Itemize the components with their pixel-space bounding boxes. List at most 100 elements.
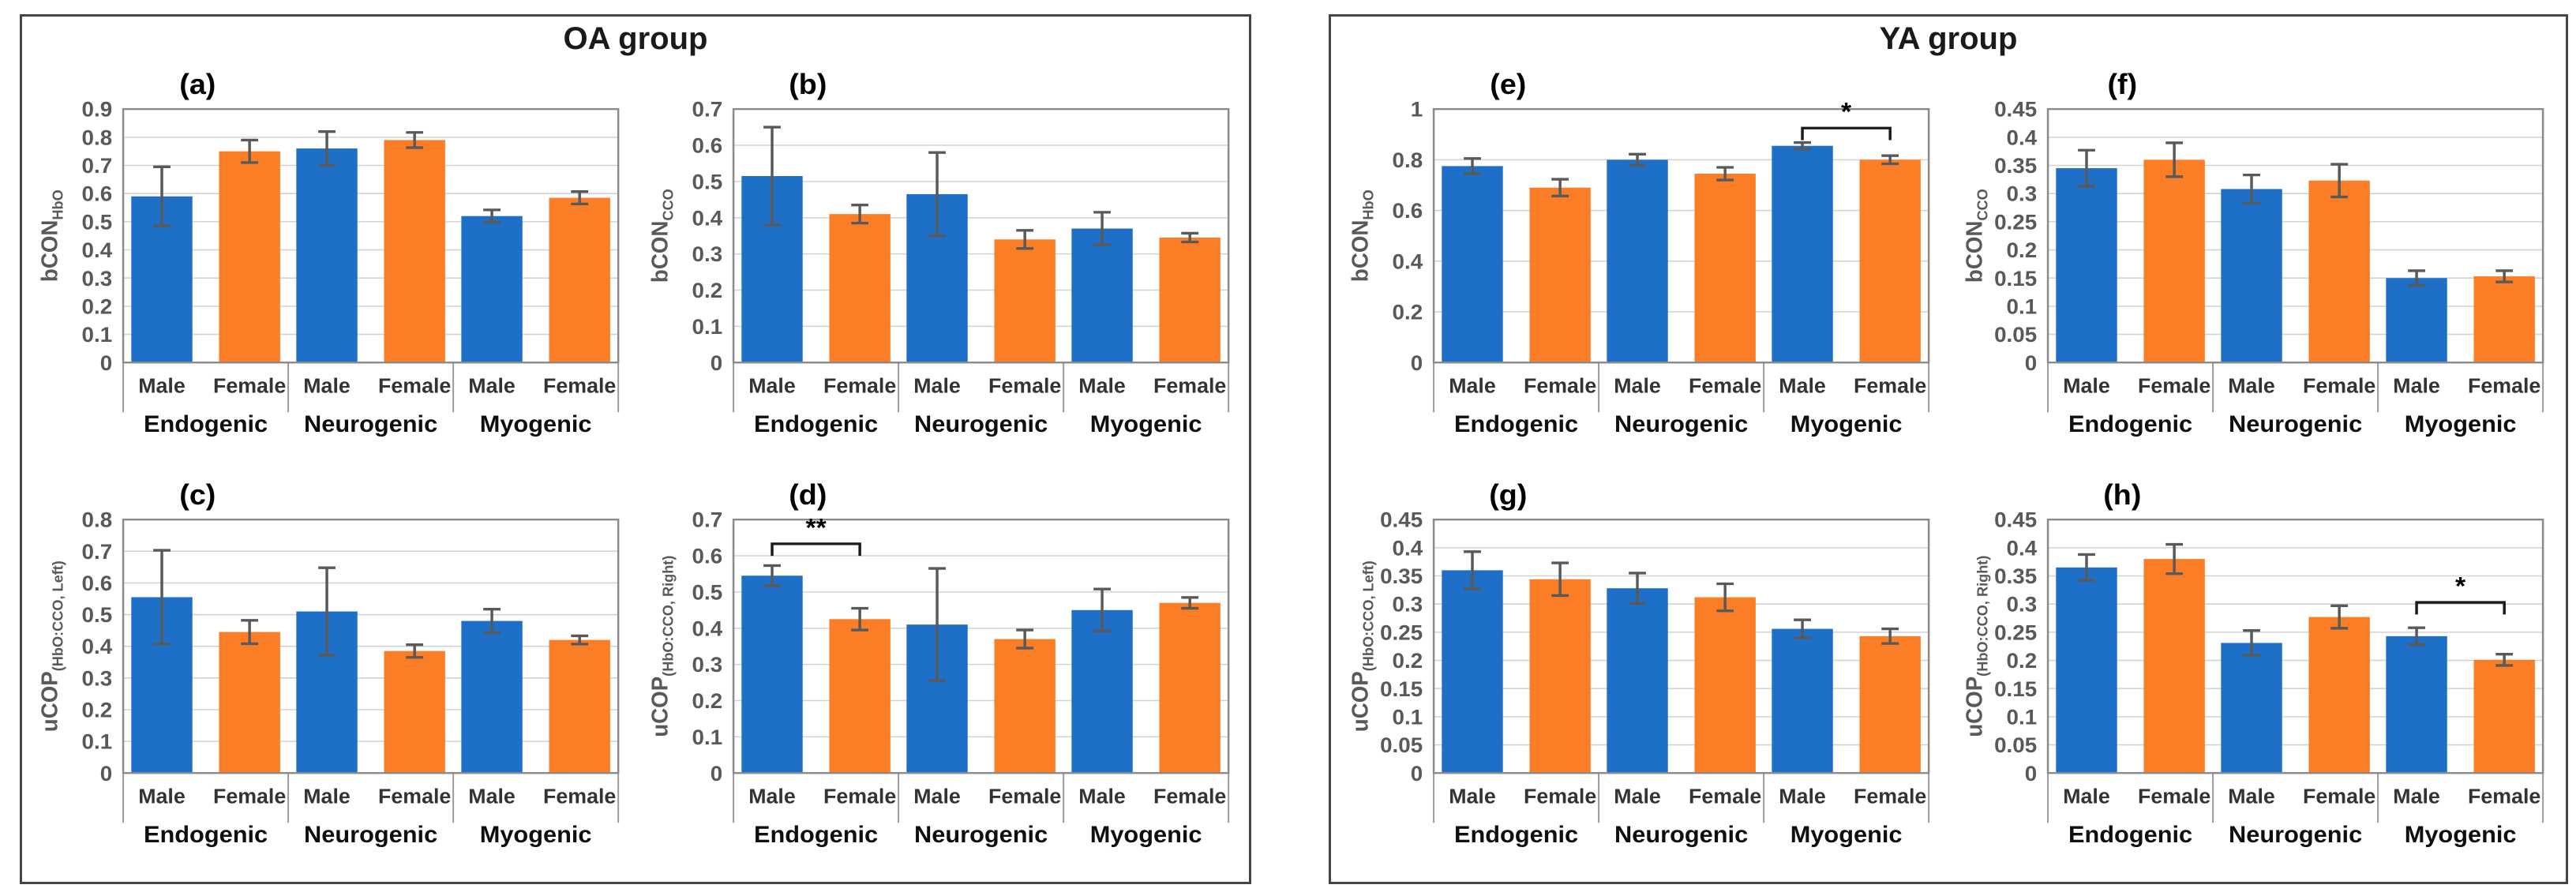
svg-text:Myogenic: Myogenic <box>1089 823 1202 848</box>
svg-text:Neurogenic: Neurogenic <box>914 412 1048 437</box>
svg-text:0: 0 <box>1411 761 1423 785</box>
svg-text:0.7: 0.7 <box>81 154 112 178</box>
svg-text:0.7: 0.7 <box>692 97 722 121</box>
svg-text:0.1: 0.1 <box>81 323 112 347</box>
svg-text:0.3: 0.3 <box>692 242 722 266</box>
svg-text:Neurogenic: Neurogenic <box>2229 823 2362 848</box>
svg-text:Myogenic: Myogenic <box>1089 412 1202 437</box>
svg-text:0.4: 0.4 <box>1393 536 1423 560</box>
svg-text:bCONCCO: bCONCCO <box>1961 189 1991 283</box>
svg-text:uCOP(HbO:CCO, Right): uCOP(HbO:CCO, Right) <box>1961 556 1991 737</box>
chart-panel-g: 0 0.05 0.1 0.15 0.2 0.25 0.3 0.35 0.4 0.45 Endogen… <box>1334 470 1948 880</box>
svg-text:Neurogenic: Neurogenic <box>304 412 437 437</box>
svg-text:Male: Male <box>748 374 796 397</box>
svg-text:Male: Male <box>2393 785 2440 808</box>
svg-text:0.8: 0.8 <box>81 508 112 531</box>
svg-text:Male: Male <box>2393 374 2440 397</box>
svg-text:Female: Female <box>378 374 451 397</box>
svg-text:Male: Male <box>2228 785 2275 808</box>
svg-text:Male: Male <box>1614 374 1661 397</box>
svg-text:Female: Female <box>1524 374 1596 397</box>
svg-text:0.2: 0.2 <box>81 698 112 722</box>
svg-text:0.4: 0.4 <box>81 635 112 658</box>
svg-text:0.6: 0.6 <box>81 182 112 205</box>
svg-text:0.05: 0.05 <box>1994 733 2037 757</box>
svg-text:Male: Male <box>1779 374 1826 397</box>
svg-text:Neurogenic: Neurogenic <box>1614 823 1748 848</box>
svg-text:Male: Male <box>913 374 961 397</box>
svg-text:0.4: 0.4 <box>692 206 722 230</box>
svg-text:Male: Male <box>1779 785 1826 808</box>
svg-text:Female: Female <box>543 785 616 808</box>
svg-text:0.3: 0.3 <box>81 666 112 690</box>
svg-text:Male: Male <box>303 785 351 808</box>
svg-text:Male: Male <box>2228 374 2275 397</box>
svg-text:0.1: 0.1 <box>692 314 722 338</box>
svg-text:0.5: 0.5 <box>692 170 722 193</box>
svg-text:0.9: 0.9 <box>81 97 112 121</box>
svg-text:*: * <box>2455 572 2465 601</box>
svg-text:0.4: 0.4 <box>1393 249 1423 273</box>
svg-text:0.5: 0.5 <box>81 603 112 627</box>
svg-text:0: 0 <box>2025 761 2037 785</box>
svg-text:**: ** <box>805 514 826 542</box>
chart-panel-e: 0 0.2 0.4 0.6 0.8 1 Endogenic Male Female Neuroge… <box>1334 59 1948 470</box>
svg-text:Female: Female <box>1689 374 1761 397</box>
svg-text:0.5: 0.5 <box>81 210 112 234</box>
chart-panel-b: 0 0.1 0.2 0.3 0.4 0.5 0.6 0.7 Endogenic Male Femal… <box>636 59 1246 470</box>
svg-text:bCONHbO: bCONHbO <box>1347 189 1377 282</box>
svg-text:Female: Female <box>1689 785 1761 808</box>
svg-text:Male: Male <box>303 374 351 397</box>
svg-text:Female: Female <box>988 374 1061 397</box>
svg-text:Myogenic: Myogenic <box>1790 412 1903 437</box>
svg-text:Male: Male <box>138 785 186 808</box>
svg-text:0.6: 0.6 <box>1393 199 1423 223</box>
svg-text:bCONHbO: bCONHbO <box>36 189 66 282</box>
svg-text:0.6: 0.6 <box>81 571 112 594</box>
chart-svg-e: 0 0.2 0.4 0.6 0.8 1 Endogenic Male Female Neuroge… <box>1347 68 1930 437</box>
chart-svg-g: 0 0.05 0.1 0.15 0.2 0.25 0.3 0.35 0.4 0.45 Endogen… <box>1347 478 1930 848</box>
svg-text:Female: Female <box>823 785 896 808</box>
svg-text:Female: Female <box>1153 785 1226 808</box>
svg-text:0.4: 0.4 <box>81 238 112 262</box>
svg-text:0.2: 0.2 <box>692 689 722 713</box>
oa-group-panel: OA group 0 0.1 0.2 0.3 0.4 0.5 0.6 0.7 0.8 0.9 End… <box>20 14 1251 884</box>
svg-text:0.45: 0.45 <box>1994 97 2037 121</box>
svg-text:0.25: 0.25 <box>1380 620 1423 644</box>
svg-text:Female: Female <box>2303 785 2375 808</box>
svg-text:0.1: 0.1 <box>2007 294 2038 318</box>
svg-text:Male: Male <box>1449 374 1496 397</box>
chart-svg-h: 0 0.05 0.1 0.15 0.2 0.25 0.3 0.35 0.4 0.45 Endogen… <box>1961 478 2544 848</box>
chart-svg-b: 0 0.1 0.2 0.3 0.4 0.5 0.6 0.7 Endogenic Male Femal… <box>647 68 1229 437</box>
svg-text:Male: Male <box>2063 785 2110 808</box>
svg-text:0.7: 0.7 <box>692 508 722 531</box>
svg-text:0: 0 <box>2025 351 2037 374</box>
svg-text:0.4: 0.4 <box>2007 536 2038 560</box>
svg-text:0.7: 0.7 <box>81 539 112 563</box>
svg-text:0: 0 <box>99 761 111 785</box>
svg-text:(d): (d) <box>789 478 827 511</box>
svg-text:Endogenic: Endogenic <box>1454 412 1578 437</box>
svg-text:bCONCCO: bCONCCO <box>647 189 677 283</box>
ya-group-panel: YA group 0 0.2 0.4 0.6 0.8 1 Endogenic Male Fema… <box>1329 14 2568 884</box>
svg-text:Myogenic: Myogenic <box>1790 823 1903 848</box>
svg-text:0.45: 0.45 <box>1380 508 1423 531</box>
chart-svg-d: 0 0.1 0.2 0.3 0.4 0.5 0.6 0.7 Endogenic Male Femal… <box>647 478 1229 848</box>
svg-text:Male: Male <box>1078 374 1126 397</box>
svg-text:Female: Female <box>2138 785 2210 808</box>
chart-panel-h: 0 0.05 0.1 0.15 0.2 0.25 0.3 0.35 0.4 0.45 Endogen… <box>1948 470 2563 880</box>
svg-text:Male: Male <box>1078 785 1126 808</box>
svg-text:0.35: 0.35 <box>1380 564 1423 588</box>
oa-charts-grid: 0 0.1 0.2 0.3 0.4 0.5 0.6 0.7 0.8 0.9 Endogenic Mal… <box>25 59 1246 880</box>
svg-text:0: 0 <box>1411 351 1423 374</box>
svg-text:0.4: 0.4 <box>692 617 722 640</box>
svg-text:Neurogenic: Neurogenic <box>914 823 1048 848</box>
svg-text:Female: Female <box>1854 374 1926 397</box>
svg-text:0.8: 0.8 <box>1393 148 1423 171</box>
svg-text:(a): (a) <box>179 68 216 100</box>
svg-text:Male: Male <box>2063 374 2110 397</box>
svg-text:(c): (c) <box>179 478 216 511</box>
svg-text:0.1: 0.1 <box>692 725 722 748</box>
svg-text:0.6: 0.6 <box>692 133 722 157</box>
chart-panel-f: 0 0.05 0.1 0.15 0.2 0.25 0.3 0.35 0.4 0.45 Endogen… <box>1948 59 2563 470</box>
